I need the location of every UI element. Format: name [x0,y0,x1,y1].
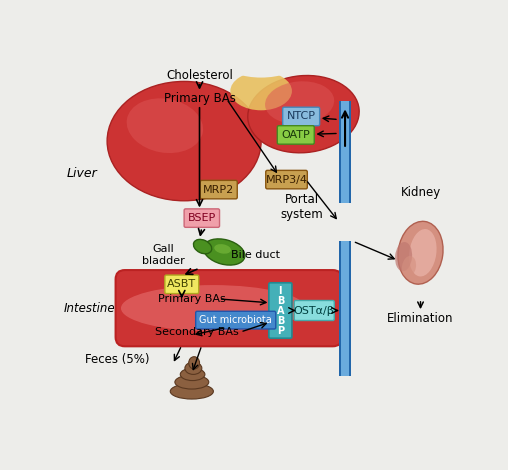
Ellipse shape [402,256,416,277]
Bar [339,101,351,376]
Text: Gut microbiota: Gut microbiota [199,315,272,325]
Ellipse shape [126,98,203,153]
Text: MRP2: MRP2 [203,185,234,195]
Ellipse shape [398,221,443,284]
Ellipse shape [107,81,261,201]
FancyBboxPatch shape [282,107,320,125]
Ellipse shape [227,51,296,78]
FancyBboxPatch shape [200,180,237,199]
Ellipse shape [395,242,412,271]
Text: Primary BAs: Primary BAs [158,294,226,304]
Text: Cholesterol: Cholesterol [166,69,233,82]
Text: Gall
bladder: Gall bladder [142,244,185,266]
Text: Bile duct: Bile duct [231,250,280,260]
FancyBboxPatch shape [184,209,219,227]
Text: Intestine: Intestine [64,302,115,315]
Ellipse shape [194,239,212,254]
Text: Liver: Liver [67,167,97,180]
Ellipse shape [409,229,436,276]
FancyBboxPatch shape [116,270,342,346]
Bar [339,101,341,376]
Text: OATP: OATP [281,130,310,140]
Ellipse shape [121,285,306,331]
Text: Kidney: Kidney [400,186,440,199]
Ellipse shape [180,368,205,381]
Text: Secondary BAs: Secondary BAs [155,327,239,337]
Ellipse shape [204,239,245,265]
FancyBboxPatch shape [266,170,307,189]
Text: Primary BAs: Primary BAs [164,92,235,105]
Ellipse shape [175,375,209,389]
Text: Portal
system: Portal system [280,193,323,220]
Text: Elimination: Elimination [387,312,454,325]
Ellipse shape [230,72,292,110]
FancyBboxPatch shape [269,283,292,338]
Text: MRP3/4: MRP3/4 [266,174,307,185]
Ellipse shape [189,357,200,369]
FancyBboxPatch shape [294,300,334,321]
Bar [350,101,351,376]
Ellipse shape [170,384,213,399]
Ellipse shape [185,362,202,375]
Text: Feces (5%): Feces (5%) [85,352,149,366]
Text: NTCP: NTCP [287,111,315,121]
FancyBboxPatch shape [196,311,276,329]
Text: ASBT: ASBT [167,279,197,290]
FancyBboxPatch shape [165,275,199,294]
Text: BSEP: BSEP [187,213,216,223]
Text: OSTα/β: OSTα/β [294,306,335,315]
Text: I
B
A
B
P: I B A B P [277,285,284,336]
Bar [65,203,365,241]
Ellipse shape [214,244,231,254]
FancyBboxPatch shape [277,125,314,144]
Ellipse shape [248,76,359,153]
Ellipse shape [265,81,334,124]
